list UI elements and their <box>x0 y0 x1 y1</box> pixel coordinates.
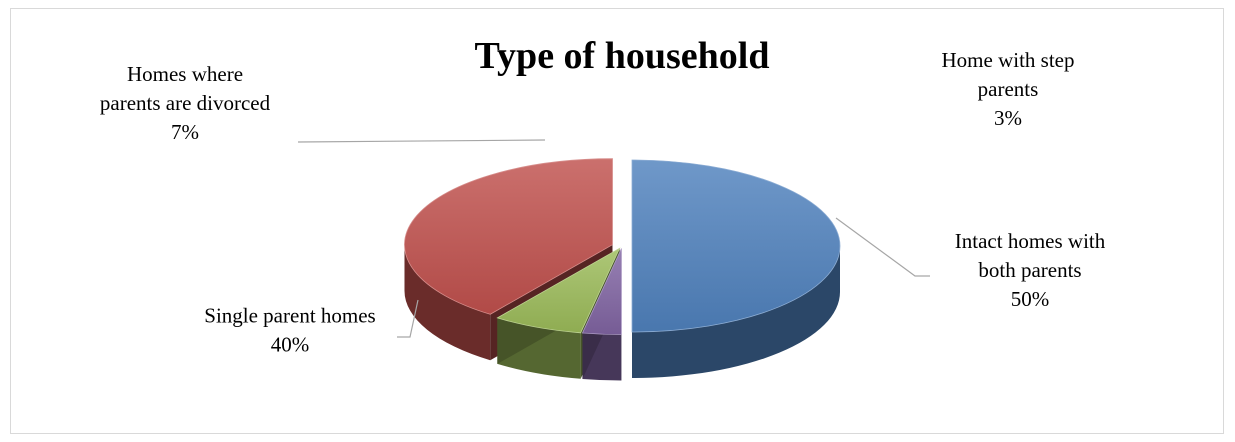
slice-name-label: Homes where <box>127 62 243 86</box>
pie-slice <box>631 159 841 378</box>
slice-label: Home with step parents 3% <box>942 48 1075 130</box>
slice-value-label: 3% <box>994 106 1022 130</box>
slice-name-label: parents <box>978 77 1039 101</box>
slice-name-label: Intact homes with <box>955 229 1106 253</box>
chart-title: Type of household <box>475 35 770 77</box>
pie-slice-side <box>632 246 840 378</box>
leader-line <box>397 299 419 338</box>
pie-slice-top <box>631 159 841 333</box>
slice-value-label: 7% <box>171 120 199 144</box>
pie-slice-top <box>404 158 613 315</box>
slice-name-label: Single parent homes <box>204 304 375 328</box>
pie-slice <box>581 248 622 381</box>
slice-label: Single parent homes 40% <box>204 304 375 357</box>
slice-name-label: both parents <box>978 258 1081 282</box>
slice-labels: Intact homes with both parents 50% Home wit… <box>100 48 1106 357</box>
slice-label: Homes where parents are divorced 7% <box>100 62 271 144</box>
pie-slice-side <box>404 244 491 361</box>
leader-line <box>835 217 930 277</box>
slice-name-label: Home with step <box>942 48 1075 72</box>
slice-value-label: 50% <box>1011 287 1050 311</box>
leader-lines <box>297 139 930 338</box>
pie-slice-top <box>581 248 622 335</box>
slice-value-label: 40% <box>271 333 310 357</box>
leader-line <box>297 139 546 143</box>
pie-slices <box>404 158 841 381</box>
pie-slice-top <box>496 247 621 334</box>
slice-label: Intact homes with both parents 50% <box>955 229 1106 311</box>
slice-name-label: parents are divorced <box>100 91 271 115</box>
